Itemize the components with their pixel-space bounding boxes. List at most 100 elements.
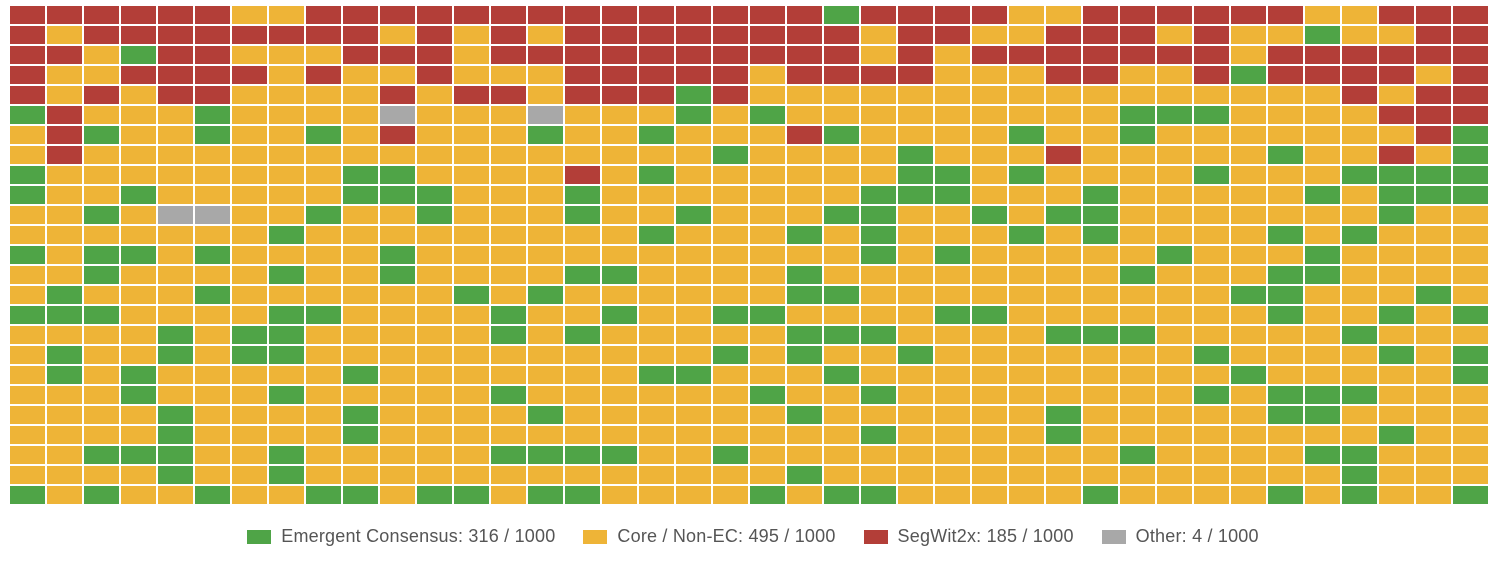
block-cell — [787, 186, 822, 204]
block-cell — [1416, 446, 1451, 464]
block-cell — [269, 466, 304, 484]
block-cell — [639, 46, 674, 64]
block-cell — [935, 386, 970, 404]
block-cell — [528, 166, 563, 184]
block-cell — [1416, 486, 1451, 504]
block-cell — [491, 66, 526, 84]
block-cell — [269, 106, 304, 124]
block-cell — [1416, 226, 1451, 244]
block-cell — [10, 146, 45, 164]
block-cell — [676, 86, 711, 104]
block-cell — [158, 106, 193, 124]
block-cell — [1305, 266, 1340, 284]
block-cell — [343, 306, 378, 324]
block-cell — [528, 66, 563, 84]
block-cell — [1046, 446, 1081, 464]
block-cell — [824, 466, 859, 484]
block-cell — [1083, 66, 1118, 84]
block-cell — [343, 446, 378, 464]
block-cell — [972, 6, 1007, 24]
block-cell — [1083, 286, 1118, 304]
block-cell — [1305, 6, 1340, 24]
block-cell — [491, 246, 526, 264]
block-cell — [935, 106, 970, 124]
block-cell — [1157, 366, 1192, 384]
block-cell — [417, 66, 452, 84]
block-cell — [676, 286, 711, 304]
block-cell — [713, 246, 748, 264]
block-cell — [935, 486, 970, 504]
block-cell — [1046, 466, 1081, 484]
block-cell — [565, 346, 600, 364]
block-cell — [972, 186, 1007, 204]
block-cell — [898, 286, 933, 304]
block-cell — [47, 386, 82, 404]
block-cell — [1157, 126, 1192, 144]
block-cell — [750, 486, 785, 504]
block-cell — [602, 26, 637, 44]
block-cell — [158, 246, 193, 264]
block-cell — [824, 46, 859, 64]
block-cell — [195, 366, 230, 384]
block-cell — [1342, 346, 1377, 364]
block-cell — [1157, 326, 1192, 344]
block-cell — [1120, 106, 1155, 124]
block-cell — [787, 166, 822, 184]
block-cell — [1157, 66, 1192, 84]
block-cell — [195, 246, 230, 264]
block-cell — [861, 446, 896, 464]
block-cell — [898, 186, 933, 204]
block-cell — [787, 386, 822, 404]
block-cell — [158, 446, 193, 464]
block-cell — [417, 226, 452, 244]
block-cell — [1342, 226, 1377, 244]
block-cell — [676, 366, 711, 384]
block-cell — [491, 86, 526, 104]
block-cell — [676, 146, 711, 164]
block-cell — [269, 86, 304, 104]
block-cell — [1009, 286, 1044, 304]
block-cell — [454, 226, 489, 244]
block-cell — [10, 386, 45, 404]
block-cell — [1342, 466, 1377, 484]
block-cell — [491, 446, 526, 464]
block-cell — [1453, 266, 1488, 284]
block-cell — [639, 126, 674, 144]
block-cell — [84, 486, 119, 504]
block-cell — [528, 246, 563, 264]
block-cell — [1453, 206, 1488, 224]
block-cell — [1416, 186, 1451, 204]
block-cell — [1379, 406, 1414, 424]
block-cell — [158, 126, 193, 144]
block-cell — [1157, 6, 1192, 24]
block-cell — [1120, 466, 1155, 484]
block-cell — [750, 6, 785, 24]
block-cell — [1009, 346, 1044, 364]
block-cell — [824, 186, 859, 204]
block-cell — [84, 286, 119, 304]
block-cell — [639, 306, 674, 324]
block-cell — [602, 86, 637, 104]
block-cell — [454, 46, 489, 64]
block-cell — [639, 266, 674, 284]
block-cell — [1083, 406, 1118, 424]
block-cell — [861, 306, 896, 324]
block-cell — [454, 366, 489, 384]
block-cell — [47, 286, 82, 304]
block-cell — [380, 486, 415, 504]
block-cell — [380, 26, 415, 44]
block-cell — [787, 366, 822, 384]
block-cell — [1120, 146, 1155, 164]
block-cell — [1268, 346, 1303, 364]
block-cell — [1453, 26, 1488, 44]
block-cell — [1342, 6, 1377, 24]
block-cell — [269, 346, 304, 364]
block-cell — [1231, 226, 1266, 244]
block-cell — [676, 446, 711, 464]
block-cell — [750, 346, 785, 364]
block-cell — [861, 66, 896, 84]
block-cell — [1194, 6, 1229, 24]
block-cell — [47, 466, 82, 484]
block-cell — [454, 326, 489, 344]
block-cell — [787, 86, 822, 104]
